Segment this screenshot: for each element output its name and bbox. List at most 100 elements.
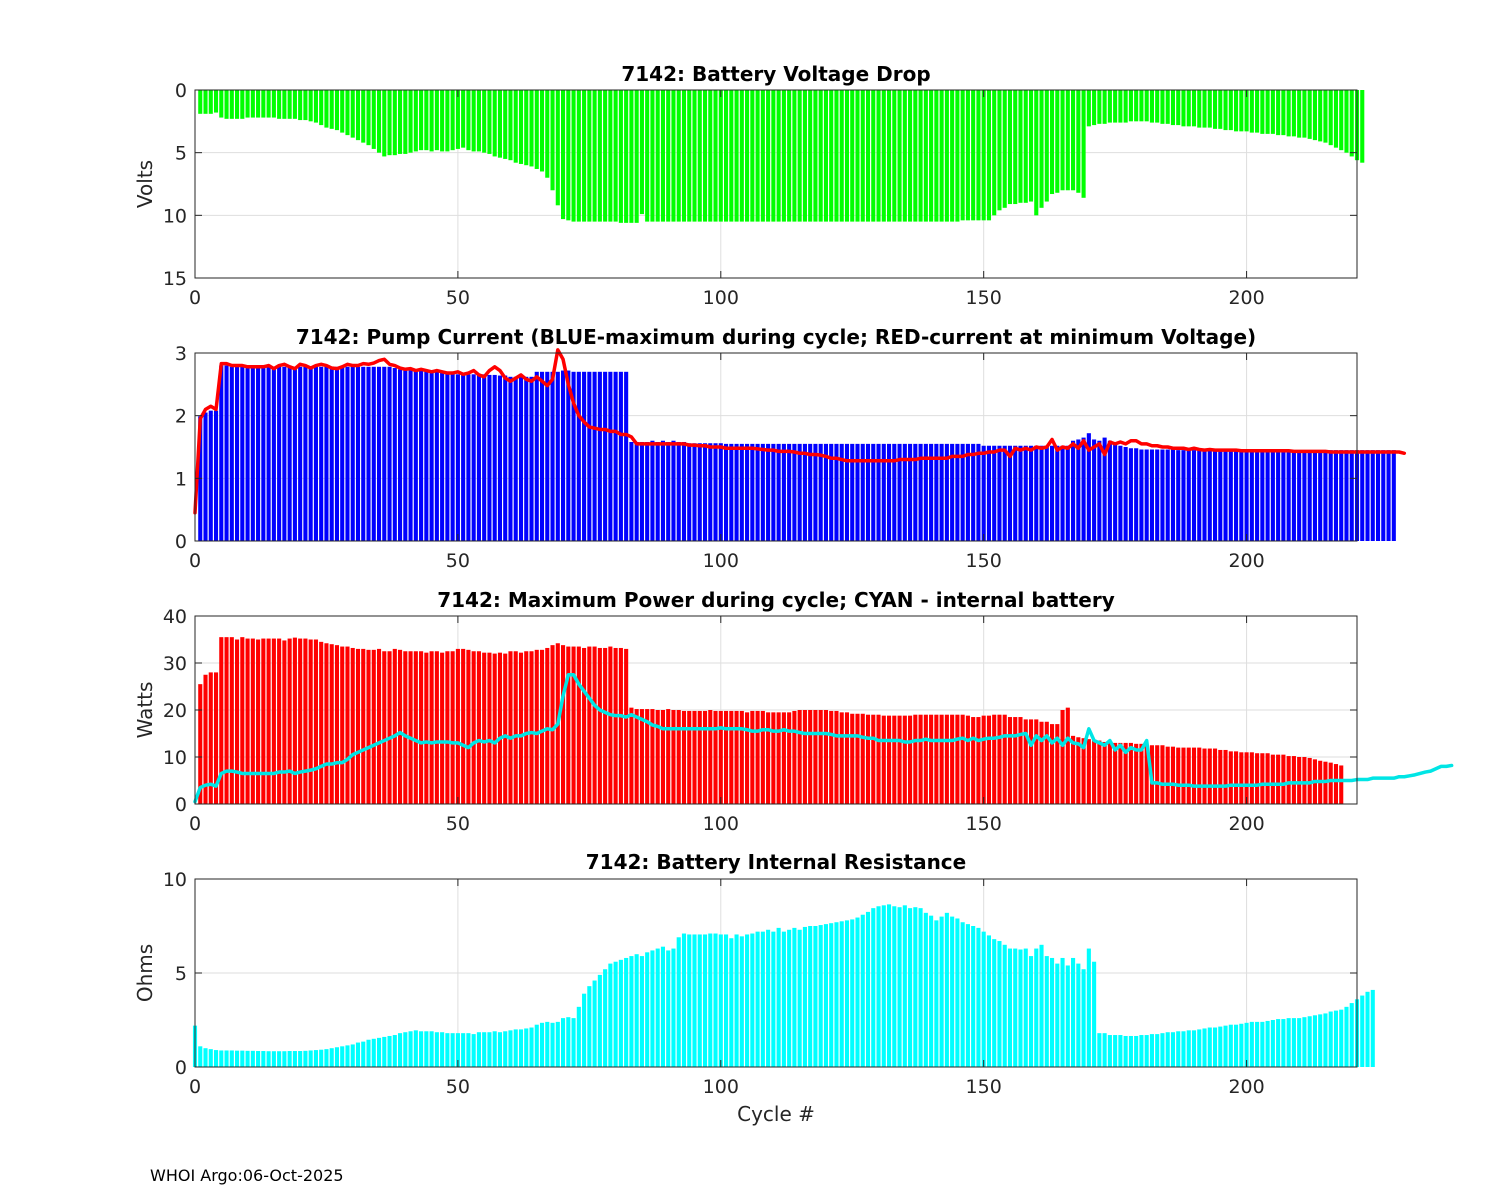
bar <box>571 1018 576 1067</box>
bar <box>1060 957 1065 1067</box>
bar <box>818 443 823 541</box>
bar <box>450 373 455 541</box>
bar <box>971 717 976 804</box>
bar <box>734 90 739 222</box>
bar <box>256 90 261 118</box>
bar <box>692 710 697 804</box>
bar <box>702 710 708 804</box>
x-tick-label: 200 <box>1228 1076 1264 1098</box>
bar <box>1118 90 1123 123</box>
bar <box>1018 90 1023 203</box>
bar <box>1102 1033 1107 1067</box>
bar <box>408 651 413 804</box>
bar <box>1223 450 1228 541</box>
bar <box>555 90 560 206</box>
bar <box>1092 90 1097 126</box>
bar <box>881 715 886 804</box>
bar <box>950 916 955 1067</box>
x-tick-label: 100 <box>703 813 739 835</box>
bar <box>1144 745 1149 804</box>
bar <box>666 950 671 1067</box>
bar <box>587 371 592 541</box>
bar <box>892 90 897 222</box>
bar <box>823 443 828 541</box>
bar <box>876 714 881 804</box>
bar <box>681 90 687 222</box>
bar <box>208 90 213 114</box>
bar <box>1197 1029 1202 1067</box>
bar <box>203 412 208 541</box>
bar <box>797 443 802 541</box>
bar <box>692 934 697 1067</box>
bar <box>550 1022 555 1067</box>
bar <box>881 905 886 1067</box>
bar <box>739 443 744 541</box>
bar <box>965 443 970 541</box>
bar <box>1065 707 1070 804</box>
bar <box>1134 743 1139 804</box>
bar <box>629 441 634 541</box>
bar <box>434 1032 439 1067</box>
bar <box>240 90 245 119</box>
bar <box>224 365 229 541</box>
bar <box>308 639 313 804</box>
bar <box>1018 717 1023 804</box>
bar <box>1007 717 1013 804</box>
bar <box>1276 1019 1281 1067</box>
bar <box>1212 1027 1218 1067</box>
bar <box>1044 721 1049 804</box>
bar <box>508 90 513 161</box>
bar <box>944 443 949 541</box>
bar <box>1191 450 1197 541</box>
bar <box>1044 956 1049 1067</box>
bar <box>1118 445 1123 541</box>
bar <box>645 709 650 804</box>
bar <box>1039 445 1044 541</box>
bar <box>1218 450 1223 541</box>
bar <box>1002 90 1007 208</box>
axes-box <box>194 89 1358 279</box>
y-tick-label: 30 <box>163 653 187 675</box>
bar <box>1049 90 1055 195</box>
bar <box>760 931 765 1067</box>
bar <box>1128 1035 1133 1067</box>
bar <box>766 929 771 1067</box>
bar <box>566 370 571 541</box>
bar <box>466 90 471 151</box>
bar <box>692 90 697 222</box>
bar <box>471 1034 476 1067</box>
bar <box>1097 1033 1102 1067</box>
bar <box>445 371 450 541</box>
bar <box>219 90 224 118</box>
bar <box>1034 719 1039 804</box>
bar <box>702 934 708 1067</box>
bar <box>1375 450 1381 541</box>
bar <box>787 712 792 804</box>
bar <box>850 713 855 804</box>
bar <box>287 1051 292 1067</box>
bar <box>760 710 765 804</box>
bar <box>655 710 660 804</box>
bar <box>224 1050 229 1067</box>
bar <box>792 710 797 804</box>
bar <box>1165 449 1170 541</box>
bar <box>613 90 618 222</box>
bar <box>813 443 818 541</box>
bar <box>1228 450 1233 541</box>
bar <box>266 90 271 118</box>
bar <box>1244 450 1249 541</box>
bar <box>671 440 676 541</box>
bar <box>1286 756 1291 804</box>
bar <box>902 443 907 541</box>
bar <box>692 443 697 541</box>
bar <box>513 90 518 163</box>
bar <box>1013 445 1018 541</box>
bar <box>918 443 923 541</box>
bar <box>1023 445 1028 541</box>
bar <box>403 370 408 541</box>
bar <box>702 90 708 222</box>
bar <box>1092 740 1097 804</box>
bar <box>1202 450 1207 541</box>
bar <box>355 90 361 141</box>
bar <box>376 1037 382 1067</box>
